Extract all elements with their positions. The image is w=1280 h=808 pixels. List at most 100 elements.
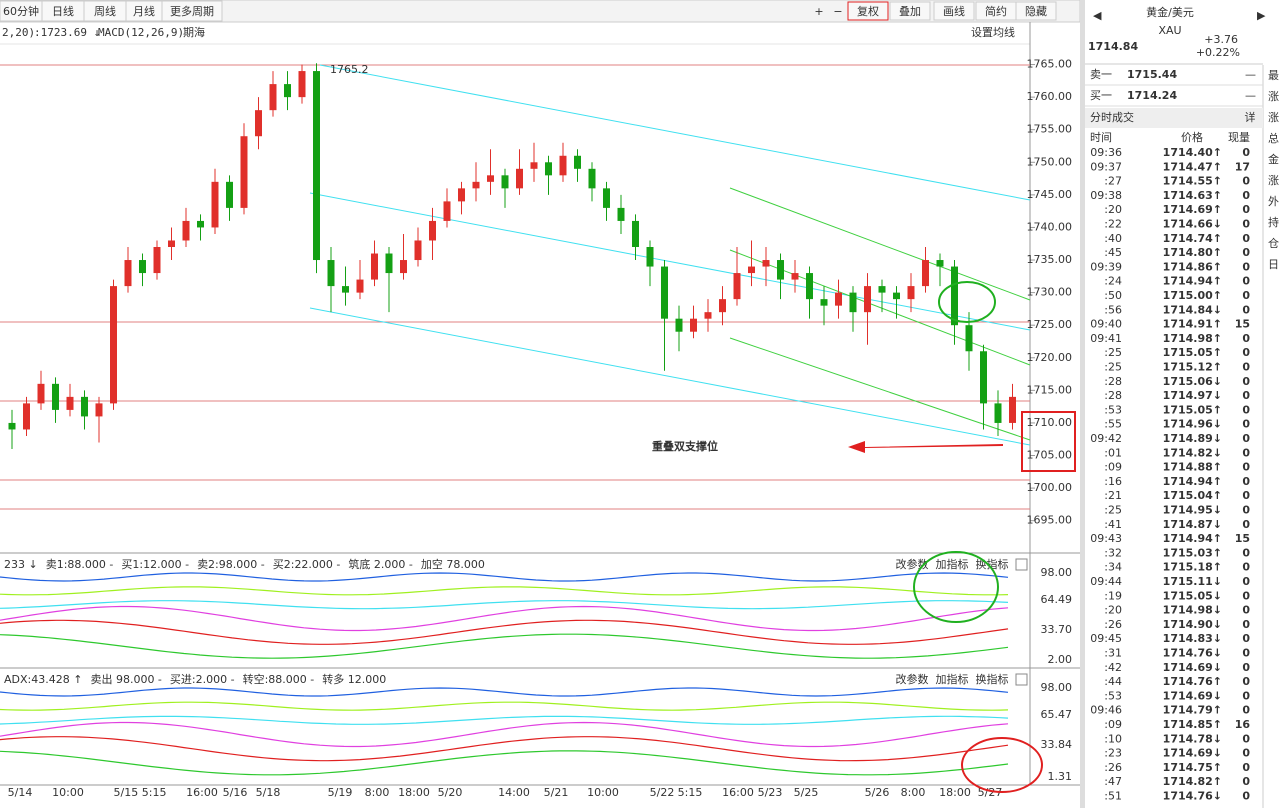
candle-body bbox=[37, 383, 45, 404]
trade-price: 1715.05↑ bbox=[1163, 346, 1222, 359]
trade-time: :16 bbox=[1104, 475, 1122, 488]
candle-body bbox=[139, 260, 146, 274]
candle-body bbox=[646, 247, 654, 267]
candle-body bbox=[124, 260, 132, 287]
trades-header-bg bbox=[1085, 108, 1263, 128]
y-tick-label: 1710.00 bbox=[1027, 416, 1073, 429]
candle-body bbox=[530, 162, 538, 169]
plus-button[interactable]: + bbox=[814, 5, 823, 18]
trade-time: 09:43 bbox=[1090, 532, 1122, 545]
candle-body bbox=[95, 403, 103, 417]
candle-body bbox=[400, 260, 407, 274]
minus-button[interactable]: − bbox=[833, 5, 842, 18]
nav-right[interactable]: ▶ bbox=[1257, 9, 1266, 22]
trade-price: 1714.95↓ bbox=[1163, 504, 1222, 517]
trade-time: :01 bbox=[1104, 446, 1122, 459]
tab[interactable] bbox=[161, 0, 223, 22]
indicator-info: :1723.69 ↓ bbox=[34, 26, 100, 39]
trade-price: 1715.05↑ bbox=[1163, 403, 1222, 416]
trade-time: :24 bbox=[1104, 275, 1122, 288]
indicator-param: 筑底 2.000 - bbox=[348, 557, 412, 571]
candle-body bbox=[617, 207, 625, 221]
nav-left[interactable]: ◀ bbox=[1093, 9, 1102, 22]
trade-volume: 0 bbox=[1242, 303, 1250, 316]
candle-body bbox=[849, 292, 857, 313]
toolbar-button-label[interactable]: 隐藏 bbox=[1025, 5, 1047, 18]
toolbar-button[interactable] bbox=[933, 1, 975, 21]
highlight-box bbox=[1021, 411, 1076, 472]
x-tick-label: 5/14 bbox=[8, 786, 33, 799]
x-tick-label: 5/23 bbox=[758, 786, 783, 799]
toolbar-button-label[interactable]: 叠加 bbox=[899, 5, 921, 18]
trade-volume: 0 bbox=[1242, 689, 1250, 702]
indicator-line bbox=[0, 600, 1009, 610]
candle-body bbox=[559, 155, 567, 176]
indicator-param: 卖1:88.000 - bbox=[46, 558, 114, 571]
candle-body bbox=[269, 84, 277, 111]
trade-price: 1714.83↓ bbox=[1163, 632, 1222, 645]
set-ma[interactable]: 设置均线 bbox=[971, 25, 1015, 39]
indicator-line bbox=[0, 605, 1009, 632]
candle-body bbox=[675, 318, 683, 332]
column-header: 现量 bbox=[1228, 131, 1250, 144]
candle-body bbox=[733, 273, 741, 300]
candle-body bbox=[284, 84, 291, 98]
indicator-line bbox=[0, 736, 1009, 762]
y-tick-label: 1715.00 bbox=[1027, 383, 1073, 396]
trade-price: 1714.55↑ bbox=[1163, 175, 1222, 188]
toolbar-button-label[interactable]: 简约 bbox=[985, 4, 1007, 18]
tab-label[interactable]: 日线 bbox=[52, 4, 74, 18]
indicator-line bbox=[0, 633, 1009, 659]
candle-body bbox=[255, 110, 262, 137]
trade-volume: 0 bbox=[1242, 461, 1250, 474]
order-label: 买一 bbox=[1090, 89, 1112, 102]
splitter[interactable] bbox=[1080, 0, 1085, 808]
panel-button[interactable]: 加指标 bbox=[936, 557, 969, 571]
trade-price: 1714.94↑ bbox=[1163, 275, 1222, 288]
x-tick-label: 10:00 bbox=[587, 786, 619, 799]
tab-label[interactable]: 60分钟 bbox=[3, 4, 39, 18]
close-button[interactable] bbox=[1015, 673, 1028, 686]
y-tick-label: 1730.00 bbox=[1027, 286, 1073, 299]
order-price: 1714.24 bbox=[1127, 89, 1177, 102]
trade-price: 1715.11↓ bbox=[1163, 575, 1222, 588]
toolbar-button[interactable] bbox=[847, 1, 889, 21]
trade-time: :56 bbox=[1104, 303, 1122, 316]
candle-body bbox=[182, 220, 190, 241]
y-tick-label: 1760.00 bbox=[1027, 90, 1073, 103]
quote-code: XAU bbox=[1158, 24, 1181, 37]
panel-button[interactable]: 换指标 bbox=[976, 672, 1009, 686]
trade-price: 1714.84↓ bbox=[1163, 303, 1222, 316]
trade-time: :21 bbox=[1104, 489, 1122, 502]
trade-price: 1714.76↑ bbox=[1163, 675, 1222, 688]
order-label: 卖一 bbox=[1090, 68, 1112, 81]
tab-label[interactable]: 周线 bbox=[94, 4, 116, 18]
toolbar-button[interactable] bbox=[1015, 1, 1057, 21]
peak-label: 1765.2 bbox=[330, 63, 369, 76]
candle-body bbox=[371, 253, 378, 280]
toolbar-button-label[interactable]: 画线 bbox=[943, 4, 965, 18]
toolbar-button-label[interactable]: 复权 bbox=[857, 4, 879, 18]
indicator-param: 转多 12.000 bbox=[322, 672, 386, 686]
tab-label[interactable]: 月线 bbox=[133, 4, 155, 18]
close-button[interactable] bbox=[1015, 558, 1028, 571]
panel-button[interactable]: 改参数 bbox=[896, 672, 929, 686]
indicator-line bbox=[0, 687, 1009, 697]
trade-time: 09:40 bbox=[1090, 318, 1122, 331]
trade-time: 09:36 bbox=[1090, 146, 1122, 159]
trade-time: :23 bbox=[1104, 747, 1122, 760]
indicator-line bbox=[0, 572, 1009, 582]
toolbar-button[interactable] bbox=[889, 1, 931, 21]
tab-label[interactable]: 更多周期 bbox=[170, 4, 214, 18]
x-tick-label: 16:00 bbox=[186, 786, 218, 799]
candle-body bbox=[8, 422, 16, 430]
trade-time: :55 bbox=[1104, 418, 1122, 431]
trade-volume: 0 bbox=[1242, 647, 1250, 660]
trade-volume: 0 bbox=[1242, 489, 1250, 502]
panel-button[interactable]: 加指标 bbox=[936, 672, 969, 686]
trade-volume: 0 bbox=[1242, 418, 1250, 431]
candle-body bbox=[951, 266, 958, 326]
detail-button[interactable]: 详 bbox=[1245, 110, 1256, 124]
scale-label: 1.31 bbox=[1048, 770, 1073, 783]
y-tick-label: 1755.00 bbox=[1027, 123, 1073, 136]
